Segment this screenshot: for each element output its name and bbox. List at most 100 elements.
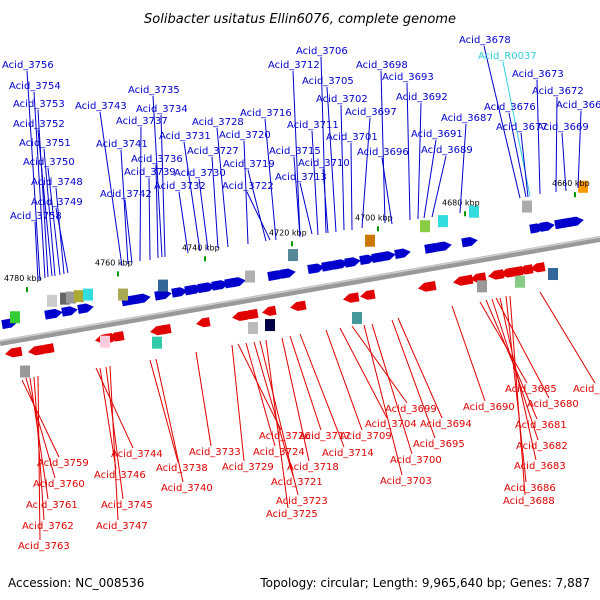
leader-line [351,325,408,404]
leader-line [406,82,411,221]
reverse-gene-arrow [518,264,534,275]
feature-block [158,279,168,292]
gene-label: Acid_3702 [316,94,368,105]
forward-gene-arrow [359,254,376,266]
gene-label: Acid_3693 [382,72,434,83]
gene-label: Acid_3728 [192,117,244,128]
gene-label: Acid_3695 [413,439,465,450]
forward-gene-arrow [44,308,63,320]
feature-block [352,311,362,324]
feature-block [245,270,255,283]
leader-line [264,118,277,241]
feature-block [248,322,258,335]
gene-label: Acid_3751 [19,138,71,149]
gene-label: Acid_3704 [365,419,417,430]
gene-label: Acid_3758 [10,211,62,222]
reverse-gene-arrow [232,310,249,322]
feature-block [60,292,70,305]
leader-line [211,156,219,249]
leader-line [139,126,142,262]
gene-label: Acid_3697 [345,107,397,118]
gene-label: Acid_3731 [159,131,211,142]
tick-label: 4760 kbp [95,258,133,267]
leader-line [499,297,537,461]
map-title: Solibacter usitatus Ellin6076, complete … [144,12,456,27]
gene-label: Acid_3743 [75,101,127,112]
reverse-gene-arrow [343,292,360,303]
gene-label: Acid_3763 [18,541,70,552]
gene-label: Acid_3694 [420,419,472,430]
leader-line [26,70,41,281]
gene-label: Acid_3760 [33,479,85,490]
gene-label: Acid_3734 [136,104,188,115]
leader-line [397,317,443,419]
tick-mark [574,192,576,198]
feature-block [515,275,525,288]
gene-label: Acid_3706 [296,46,348,57]
reverse-gene-arrow [155,323,172,335]
leader-line [216,127,229,248]
leader-line [479,301,528,384]
leader-line [520,132,529,198]
leader-line [237,343,282,431]
gene-label: Acid_3715 [269,146,321,157]
reverse-gene-arrow [470,272,487,283]
feature-block [469,205,479,218]
leader-line [99,111,123,267]
feature-layer [1,180,588,378]
tick-mark [117,271,119,277]
reverse-gene-arrow [108,331,125,342]
gene-label: Acid_3730 [174,168,226,179]
gene-label: Acid_3725 [266,509,318,520]
feature-block [20,365,30,378]
leader-line [109,365,119,521]
tick-label: 4700 kbp [355,213,393,222]
feature-block [74,290,84,303]
gene-label: Acid_3673 [512,69,564,80]
gene-label: Acid_3700 [390,455,442,466]
gene-label: Acid_3680 [527,399,579,410]
feature-block [522,200,532,213]
tick-label: 4740 kbp [182,243,220,252]
backbone-highlight [0,236,600,342]
forward-gene-arrow [171,287,188,298]
tick-mark [464,211,466,217]
leader-line [105,366,124,500]
leader-line [325,329,363,431]
leader-line [259,340,299,496]
gene-label: Acid_3710 [298,158,350,169]
leader-line [555,96,558,193]
leader-line [37,129,53,277]
leader-line [483,45,521,199]
gene-label-layer: Acid_3756 Acid_3754 Acid_3753 Acid_3752 Acid… [2,35,600,552]
forward-gene-arrow [211,280,229,291]
gene-label: Acid_3712 [268,60,320,71]
leader-line [299,333,345,448]
leader-line [459,123,467,214]
gene-label: Acid_3717 [299,431,351,442]
genome-summary-text: Topology: circular; Length: 9,965,640 bp… [259,576,590,590]
forward-gene-arrow [344,257,361,268]
forward-gene-arrow [154,289,172,301]
gene-label: Acid_3742 [100,189,152,200]
gene-label: Acid_3678 [459,35,511,46]
gene-label: Acid_3711 [287,120,339,131]
tick-label: 4780 kbp [4,274,42,283]
gene-label: Acid_3726 [259,431,311,442]
feature-block [477,280,487,293]
forward-gene-arrow [567,216,584,227]
leader-line [37,375,41,541]
tick-mark [291,241,293,247]
gene-label: Acid_3732 [154,181,206,192]
forward-gene-arrow [436,241,452,252]
leader-line [536,79,541,195]
gene-label: Acid_3759 [37,458,89,469]
leader-line [247,169,267,242]
leader-line [178,191,189,254]
gene-label: Acid_3740 [161,483,213,494]
gene-label: Acid_3669 [537,122,589,133]
leader-line [155,164,159,259]
feature-block [100,335,110,348]
tick-label: 4660 kbp [552,179,590,188]
gene-label: Acid_3683 [514,461,566,472]
